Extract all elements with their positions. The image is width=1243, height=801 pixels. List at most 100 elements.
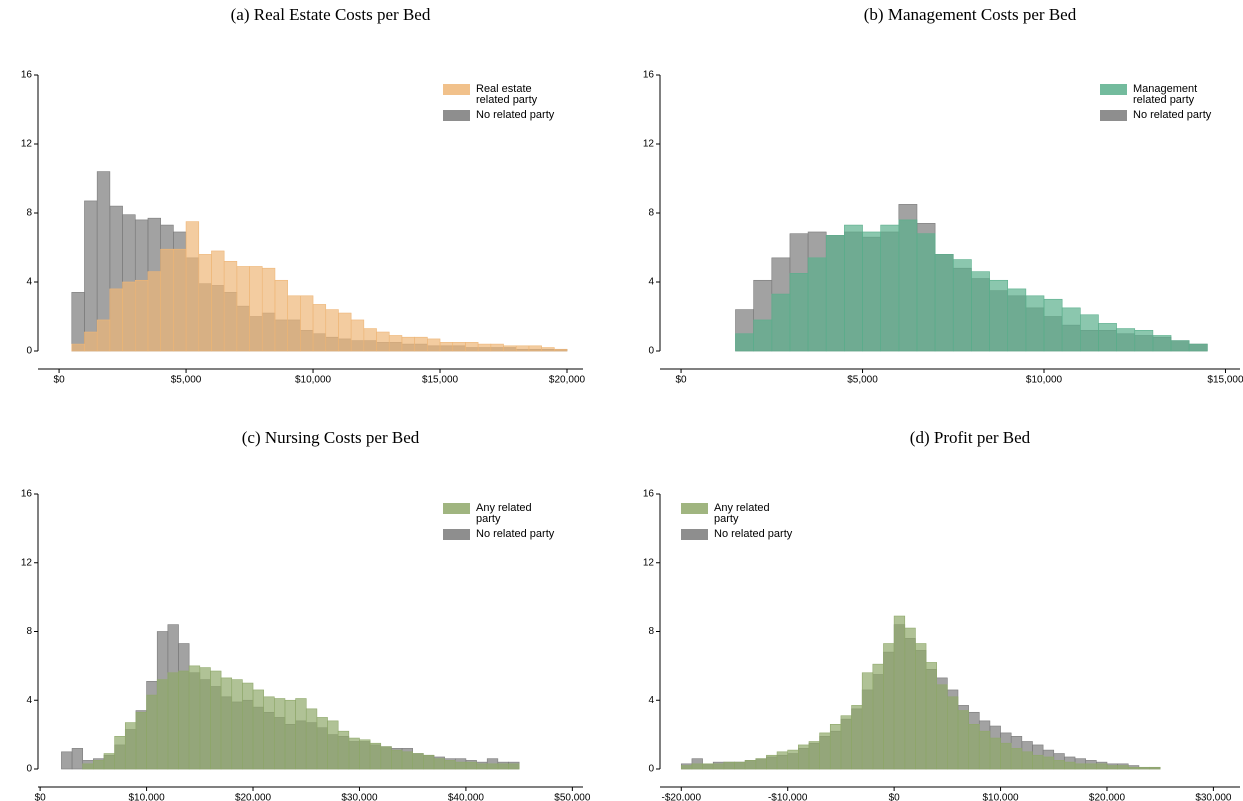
bar: [300, 295, 314, 352]
bar: [185, 221, 200, 352]
bar: [156, 679, 169, 770]
bar: [915, 643, 927, 770]
legend-swatch: [443, 84, 470, 95]
bar: [515, 345, 530, 352]
bar: [61, 751, 73, 770]
bar: [401, 751, 413, 770]
bar: [1152, 335, 1172, 352]
y-tick-label: 16: [643, 489, 655, 500]
bar: [691, 763, 703, 770]
bar: [211, 250, 225, 352]
bar: [376, 331, 390, 352]
legend-label: No related party: [476, 528, 555, 540]
legend-entry: No related party: [443, 110, 554, 121]
bar: [134, 279, 149, 352]
bar: [173, 248, 187, 352]
x-tick-label: $10,000: [1026, 375, 1063, 386]
x-tick-label: $20,000: [549, 375, 586, 386]
y-tick-label: 0: [648, 346, 654, 357]
y-tick-label: 16: [643, 70, 655, 81]
bar: [766, 754, 778, 770]
bar: [433, 758, 445, 770]
y-tick-label: 0: [26, 346, 32, 357]
y-tick-label: 0: [26, 764, 32, 775]
bar: [210, 670, 222, 770]
y-tick-label: 8: [648, 626, 654, 637]
bar: [242, 682, 254, 770]
bar: [327, 720, 339, 770]
bar: [680, 765, 693, 770]
bar: [904, 627, 916, 770]
legend-entry: No related party: [681, 529, 792, 540]
bar: [71, 343, 85, 352]
bar: [497, 763, 509, 770]
legend-entry: Real estate related party: [443, 84, 554, 106]
x-tick-label: $20,000: [1089, 793, 1126, 801]
legend-swatch: [1100, 110, 1127, 121]
bar: [412, 753, 424, 770]
bar: [554, 348, 568, 352]
bar: [439, 342, 454, 352]
y-tick-label: 12: [21, 557, 33, 568]
bar: [819, 732, 831, 770]
legend-swatch: [681, 503, 708, 514]
bar: [103, 753, 115, 770]
bar: [236, 266, 250, 352]
bar: [734, 761, 746, 770]
bar: [359, 739, 371, 770]
bar: [702, 763, 714, 770]
bar: [1188, 343, 1208, 352]
y-tick-label: 16: [21, 489, 33, 500]
bar: [444, 760, 456, 770]
bar: [989, 737, 1001, 770]
bar: [978, 730, 991, 770]
bar: [252, 689, 264, 770]
chart-title: (b) Management Costs per Bed: [864, 5, 1077, 24]
bar: [744, 760, 757, 770]
bar: [135, 711, 147, 770]
x-tick-label: $0: [675, 375, 687, 386]
bar: [465, 761, 477, 770]
bar: [541, 347, 555, 352]
legend: Any related party No related party: [443, 503, 554, 544]
bar: [1106, 765, 1118, 770]
bar: [898, 219, 918, 352]
legend: Management related party No related party: [1100, 84, 1211, 125]
bar: [1149, 766, 1161, 770]
bar: [452, 342, 466, 352]
y-tick-label: 8: [26, 208, 32, 219]
bar: [249, 266, 263, 352]
bar: [96, 319, 111, 352]
chart-title: (d) Profit per Bed: [910, 428, 1031, 447]
bar: [952, 259, 972, 352]
bar: [1074, 763, 1086, 770]
legend-entry: No related party: [1100, 110, 1211, 121]
legend-label: Management related party: [1133, 83, 1198, 106]
bar: [261, 267, 276, 352]
bar: [305, 708, 318, 770]
bar: [1085, 763, 1097, 770]
bar: [829, 724, 842, 770]
bar: [1127, 766, 1140, 770]
bar: [82, 763, 94, 770]
bar: [427, 338, 441, 352]
legend-entry: Any related party: [681, 503, 792, 525]
bar: [337, 730, 350, 770]
bar: [971, 271, 990, 352]
bar: [84, 200, 98, 352]
bar: [723, 761, 735, 770]
bar: [1116, 328, 1136, 352]
bar: [528, 345, 542, 352]
legend-label: Real estate related party: [476, 83, 538, 106]
x-tick-label: -$20,000: [662, 793, 702, 801]
bar: [84, 331, 98, 352]
bar: [1007, 288, 1027, 352]
bar: [755, 758, 767, 770]
bar: [93, 760, 105, 770]
x-tick-label: $5,000: [847, 375, 878, 386]
legend-label: No related party: [476, 109, 555, 121]
legend-entry: No related party: [443, 529, 554, 540]
y-tick-label: 16: [21, 70, 33, 81]
bar: [263, 696, 275, 770]
bar: [1138, 766, 1150, 770]
